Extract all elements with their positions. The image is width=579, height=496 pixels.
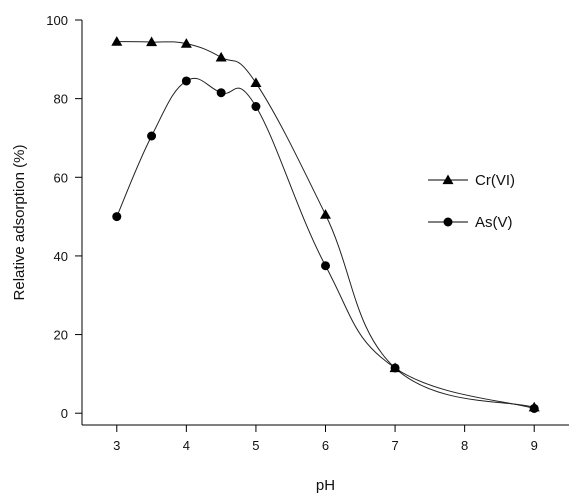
x-tick-label: 4	[183, 438, 190, 453]
triangle-marker	[320, 209, 331, 219]
tick-marks: 3 4 5 6 7 8 9 0 20 40 60 80 100	[46, 13, 538, 453]
x-tick-label: 6	[322, 438, 329, 453]
x-tick-label: 5	[252, 438, 259, 453]
circle-marker	[112, 212, 122, 222]
x-tick-label: 9	[531, 438, 538, 453]
series-lines	[116, 41, 535, 409]
triangle-marker	[215, 51, 227, 62]
legend-label: As(V)	[475, 214, 513, 231]
circle-marker	[390, 363, 400, 373]
series-markers	[111, 36, 540, 413]
triangle-marker	[250, 77, 262, 88]
triangle-marker	[180, 38, 192, 48]
y-tick-label: 20	[54, 328, 68, 343]
circle-marker	[529, 403, 539, 413]
legend: Cr(VI) As(V)	[428, 172, 515, 231]
triangle-marker	[146, 36, 158, 47]
circle-marker	[216, 88, 226, 98]
triangle-marker	[111, 36, 123, 46]
y-axis-title: Relative adsorption (%)	[11, 145, 28, 301]
y-tick-label: 0	[61, 406, 68, 421]
x-tick-label: 3	[113, 438, 120, 453]
x-tick-label: 8	[461, 438, 468, 453]
x-tick-label: 7	[391, 438, 398, 453]
series-line-as-v	[116, 77, 535, 409]
x-axis-title: pH	[316, 477, 335, 494]
circle-marker	[251, 102, 261, 112]
y-tick-label: 80	[54, 92, 68, 107]
series-line-cr-vi	[116, 41, 535, 408]
y-tick-label: 100	[46, 13, 68, 28]
legend-label: Cr(VI)	[475, 172, 515, 189]
legend-triangle-icon	[442, 174, 454, 185]
circle-marker	[321, 261, 330, 271]
legend-circle-icon	[443, 217, 453, 227]
y-tick-label: 40	[54, 249, 68, 264]
circle-marker	[181, 76, 191, 86]
circle-marker	[147, 131, 157, 141]
y-tick-label: 60	[54, 170, 68, 185]
